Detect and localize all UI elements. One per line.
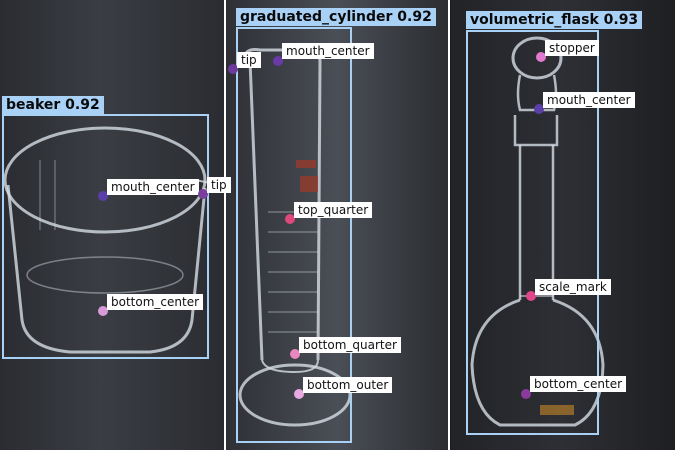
flask-photo-panel <box>451 0 675 450</box>
cylinder-top-quarter-label: top_quarter <box>294 202 373 218</box>
cylinder-tip-point <box>228 64 238 74</box>
beaker-bottom-center-label: bottom_center <box>107 294 204 310</box>
flask-bounding-box <box>466 30 599 435</box>
beaker-detection-label: beaker 0.92 <box>2 96 104 114</box>
beaker-photo-panel <box>0 0 224 450</box>
flask-detection-label: volumetric_flask 0.93 <box>466 11 643 29</box>
cylinder-bottom-outer-label: bottom_outer <box>303 377 393 393</box>
panel-divider <box>448 0 450 450</box>
flask-mouth-center-label: mouth_center <box>543 92 635 108</box>
beaker-mouth-center-point <box>98 191 108 201</box>
cylinder-print-marks <box>296 160 318 192</box>
cylinder-bottom-quarter-label: bottom_quarter <box>299 337 401 353</box>
cylinder-mouth-center-point <box>273 56 283 66</box>
flask-shape <box>470 36 605 427</box>
flask-print-marks <box>540 405 574 415</box>
beaker-bottom-center-point <box>98 306 108 316</box>
flask-scale-mark-point <box>526 291 536 301</box>
flask-bottom-center-point <box>521 389 531 399</box>
beaker-mouth-center-label: mouth_center <box>107 179 199 195</box>
flask-stopper-point <box>536 52 546 62</box>
cylinder-detection-label: graduated_cylinder 0.92 <box>236 8 436 26</box>
cylinder-mouth-center-label: mouth_center <box>282 43 374 59</box>
cylinder-bottom-quarter-point <box>290 349 300 359</box>
beaker-tip-point <box>198 189 208 199</box>
flask-scale-mark-label: scale_mark <box>535 279 611 295</box>
flask-stopper-label: stopper <box>545 40 599 56</box>
beaker-bounding-box <box>2 114 209 359</box>
cylinder-bounding-box <box>236 27 352 443</box>
cylinder-bottom-outer-point <box>294 389 304 399</box>
panel-divider <box>224 0 226 450</box>
flask-bottom-center-label: bottom_center <box>530 376 627 392</box>
cylinder-top-quarter-point <box>285 214 295 224</box>
flask-mouth-center-point <box>534 104 544 114</box>
cylinder-tip-label: tip <box>237 52 261 68</box>
beaker-tip-label: tip <box>207 177 231 193</box>
